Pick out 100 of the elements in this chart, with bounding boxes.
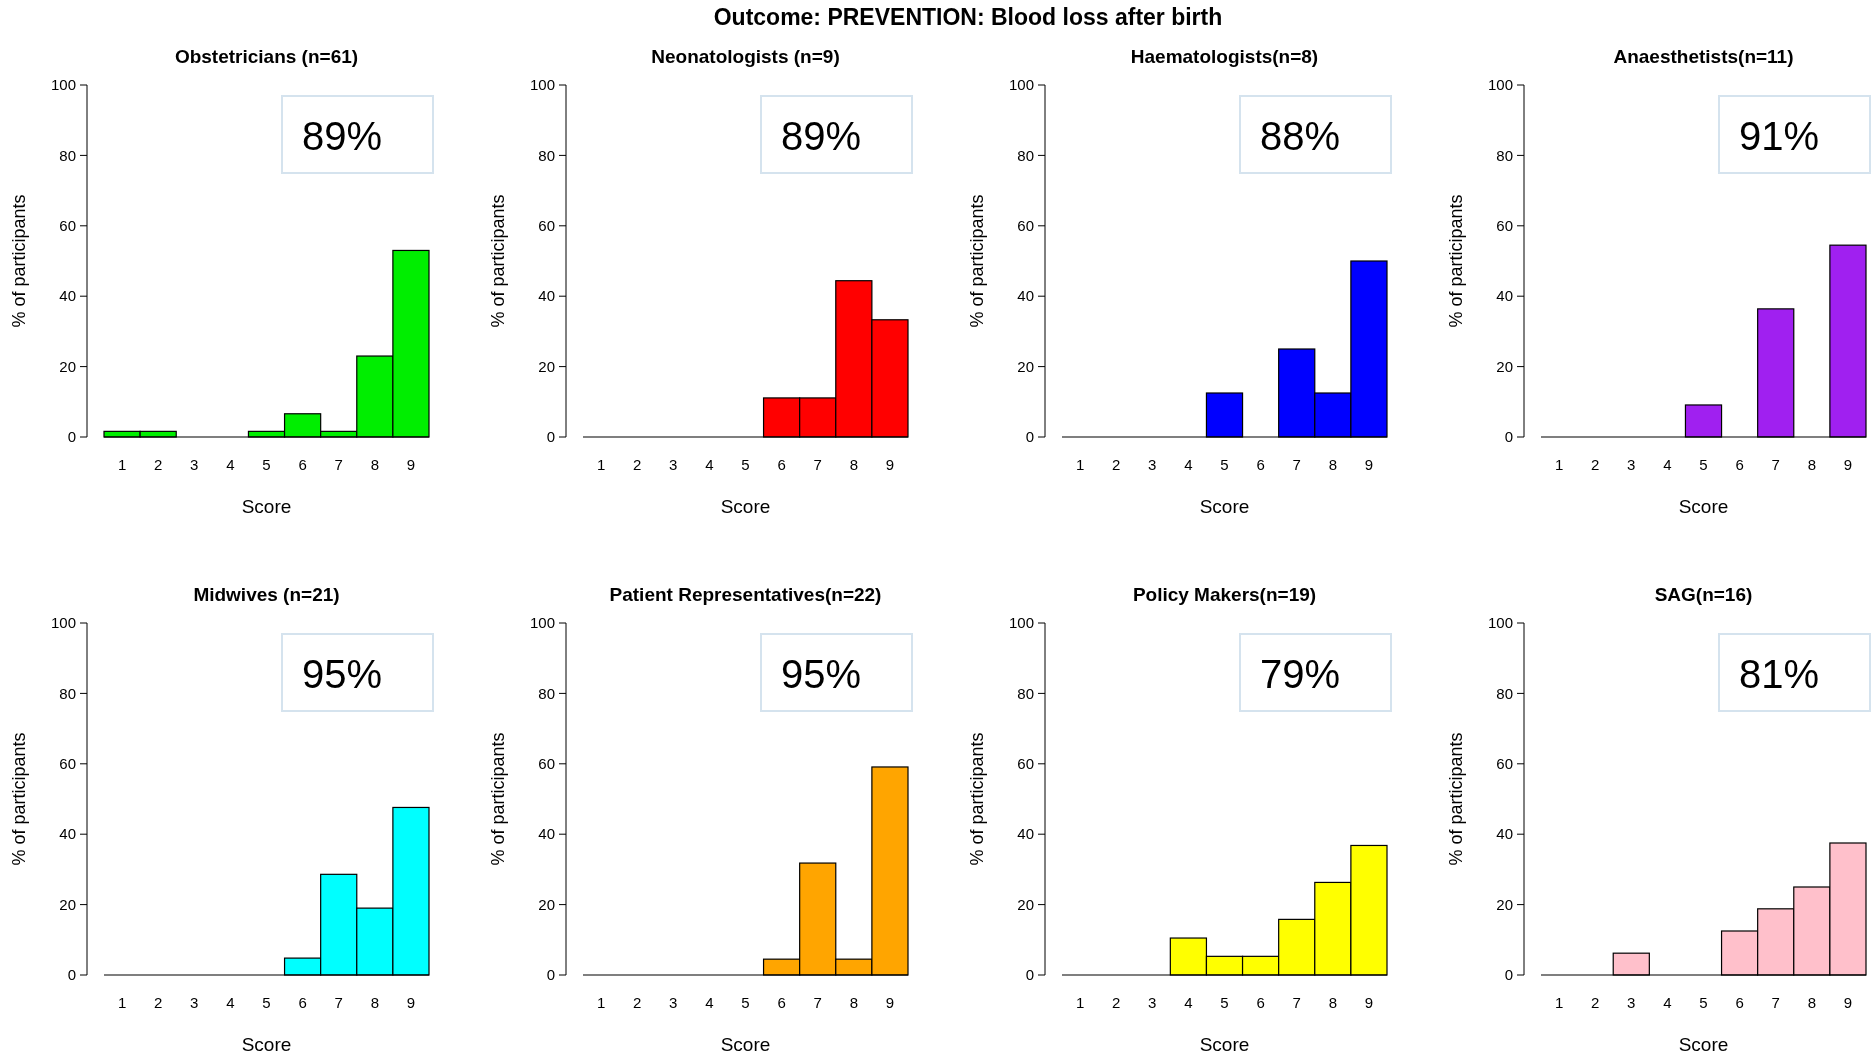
x-tick-label: 8 <box>1807 456 1817 473</box>
y-tick-label: 40 <box>1496 825 1513 843</box>
y-tick-label: 100 <box>50 614 76 632</box>
x-axis-title: Score <box>720 1034 771 1055</box>
x-tick-label: 4 <box>226 994 235 1011</box>
y-tick-label: 60 <box>59 755 76 773</box>
y-tick-label: 40 <box>1017 825 1034 843</box>
y-axis-title: % of participants <box>967 732 987 866</box>
annotation: 95% <box>780 652 862 696</box>
y-tick-label: 20 <box>1496 895 1513 913</box>
y-tick-label: 40 <box>59 287 76 305</box>
x-tick-label: 6 <box>1735 456 1744 473</box>
x-tick-label: 1 <box>117 994 127 1011</box>
y-tick-label: 80 <box>59 146 76 164</box>
x-tick-label: 1 <box>596 456 606 473</box>
x-tick-label: 3 <box>669 456 678 473</box>
annotation: 89% <box>780 114 862 158</box>
x-tick-label: 4 <box>1184 994 1193 1011</box>
y-tick-label: 60 <box>1017 755 1034 773</box>
chart-title: Obstetricians (n=61) <box>174 46 359 67</box>
chart-title: SAG(n=16) <box>1654 584 1753 605</box>
x-tick-label: 5 <box>741 994 750 1011</box>
y-axis-title: % of participants <box>1446 194 1466 328</box>
y-tick-label: 20 <box>59 895 76 913</box>
x-tick-label: 1 <box>1075 994 1085 1011</box>
x-tick-label: 9 <box>1364 994 1374 1011</box>
y-tick-label: 100 <box>50 76 76 94</box>
y-tick-label: 20 <box>59 357 76 375</box>
x-tick-label: 2 <box>1111 994 1121 1011</box>
x-tick-label: 7 <box>813 456 822 473</box>
x-tick-label: 9 <box>1843 456 1853 473</box>
y-tick-label: 0 <box>67 428 76 446</box>
y-tick-label: 100 <box>1008 76 1034 94</box>
y-tick-label: 0 <box>1504 966 1513 984</box>
x-tick-label: 4 <box>226 456 235 473</box>
y-tick-label: 0 <box>1025 966 1034 984</box>
x-tick-label: 2 <box>632 994 642 1011</box>
y-tick-label: 100 <box>1008 614 1034 632</box>
x-axis-title: Score <box>720 496 771 517</box>
x-tick-label: 3 <box>190 994 199 1011</box>
y-tick-label: 40 <box>1017 287 1034 305</box>
x-tick-label: 4 <box>1663 994 1672 1011</box>
x-tick-label: 4 <box>705 994 714 1011</box>
y-tick-label: 20 <box>1017 357 1034 375</box>
y-axis-title: % of participants <box>9 194 29 328</box>
y-tick-label: 20 <box>538 357 555 375</box>
x-tick-label: 5 <box>741 456 750 473</box>
y-tick-label: 0 <box>1504 428 1513 446</box>
x-tick-label: 7 <box>1292 994 1301 1011</box>
y-tick-label: 40 <box>538 287 555 305</box>
x-tick-label: 9 <box>885 456 895 473</box>
x-tick-label: 5 <box>1220 456 1229 473</box>
y-tick-label: 40 <box>1496 287 1513 305</box>
x-tick-label: 2 <box>153 456 163 473</box>
x-tick-label: 5 <box>262 994 271 1011</box>
x-tick-label: 6 <box>777 994 786 1011</box>
y-tick-label: 60 <box>1496 755 1513 773</box>
x-tick-label: 2 <box>1590 456 1600 473</box>
y-tick-label: 80 <box>538 146 555 164</box>
x-tick-label: 3 <box>1148 994 1157 1011</box>
x-tick-label: 4 <box>1184 456 1193 473</box>
y-tick-label: 40 <box>538 825 555 843</box>
x-tick-label: 7 <box>1292 456 1301 473</box>
x-tick-label: 1 <box>596 994 606 1011</box>
x-tick-label: 7 <box>334 456 343 473</box>
y-tick-label: 20 <box>538 895 555 913</box>
x-tick-label: 8 <box>1328 994 1338 1011</box>
x-tick-label: 2 <box>1111 456 1121 473</box>
x-tick-label: 2 <box>632 456 642 473</box>
y-tick-label: 60 <box>1496 217 1513 235</box>
x-axis-title: Score <box>1678 1034 1729 1055</box>
x-tick-label: 8 <box>370 456 380 473</box>
y-axis-title: % of participants <box>967 194 987 328</box>
y-axis-title: % of participants <box>488 732 508 866</box>
chart-title: Midwives (n=21) <box>193 584 340 605</box>
x-axis-title: Score <box>1199 1034 1250 1055</box>
y-tick-label: 80 <box>538 684 555 702</box>
x-axis-title: Score <box>241 1034 292 1055</box>
y-tick-label: 40 <box>59 825 76 843</box>
x-tick-label: 2 <box>153 994 163 1011</box>
chart-title: Policy Makers(n=19) <box>1132 584 1317 605</box>
y-tick-label: 100 <box>1487 76 1513 94</box>
x-tick-label: 3 <box>1148 456 1157 473</box>
x-tick-label: 6 <box>777 456 786 473</box>
y-tick-label: 100 <box>529 76 555 94</box>
x-tick-label: 9 <box>406 994 416 1011</box>
x-tick-label: 3 <box>669 994 678 1011</box>
y-axis-title: % of participants <box>488 194 508 328</box>
y-tick-label: 0 <box>67 966 76 984</box>
x-tick-label: 7 <box>1771 456 1780 473</box>
y-tick-label: 20 <box>1017 895 1034 913</box>
x-tick-label: 9 <box>885 994 895 1011</box>
y-tick-label: 80 <box>1017 684 1034 702</box>
x-tick-label: 8 <box>849 456 859 473</box>
x-tick-label: 1 <box>1554 456 1564 473</box>
x-tick-label: 8 <box>1807 994 1817 1011</box>
x-tick-label: 8 <box>1328 456 1338 473</box>
x-tick-label: 6 <box>298 994 307 1011</box>
x-tick-label: 1 <box>117 456 127 473</box>
x-tick-label: 9 <box>406 456 416 473</box>
